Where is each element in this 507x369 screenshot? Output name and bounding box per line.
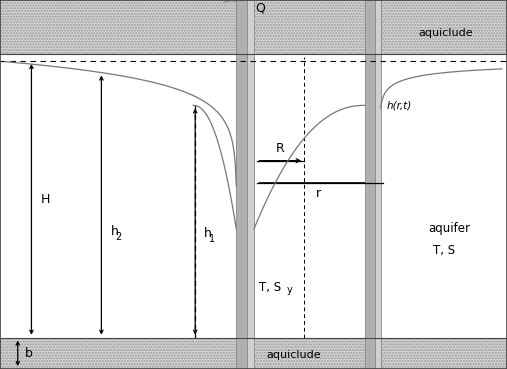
Bar [236, 0, 247, 369]
Text: h(r,t): h(r,t) [387, 100, 412, 110]
Text: aquiclude: aquiclude [419, 28, 474, 38]
Text: r: r [316, 187, 321, 200]
Text: h: h [204, 227, 212, 240]
Bar [365, 0, 375, 369]
Text: 1: 1 [209, 234, 215, 244]
Text: b: b [25, 347, 33, 360]
Bar [0, 0, 507, 54]
Text: T, S: T, S [433, 245, 456, 258]
Bar [247, 0, 254, 369]
Text: T, S: T, S [259, 282, 281, 294]
Text: h: h [111, 225, 119, 238]
Bar [0, 338, 507, 369]
Text: y: y [287, 286, 293, 296]
Text: Q: Q [255, 2, 265, 15]
Text: aquiclude: aquiclude [267, 350, 321, 360]
Text: R: R [276, 142, 285, 155]
Bar [375, 0, 381, 369]
Text: 2: 2 [116, 232, 122, 242]
Bar [0, 54, 507, 338]
Text: aquifer: aquifer [428, 223, 470, 235]
Text: H: H [41, 193, 50, 206]
